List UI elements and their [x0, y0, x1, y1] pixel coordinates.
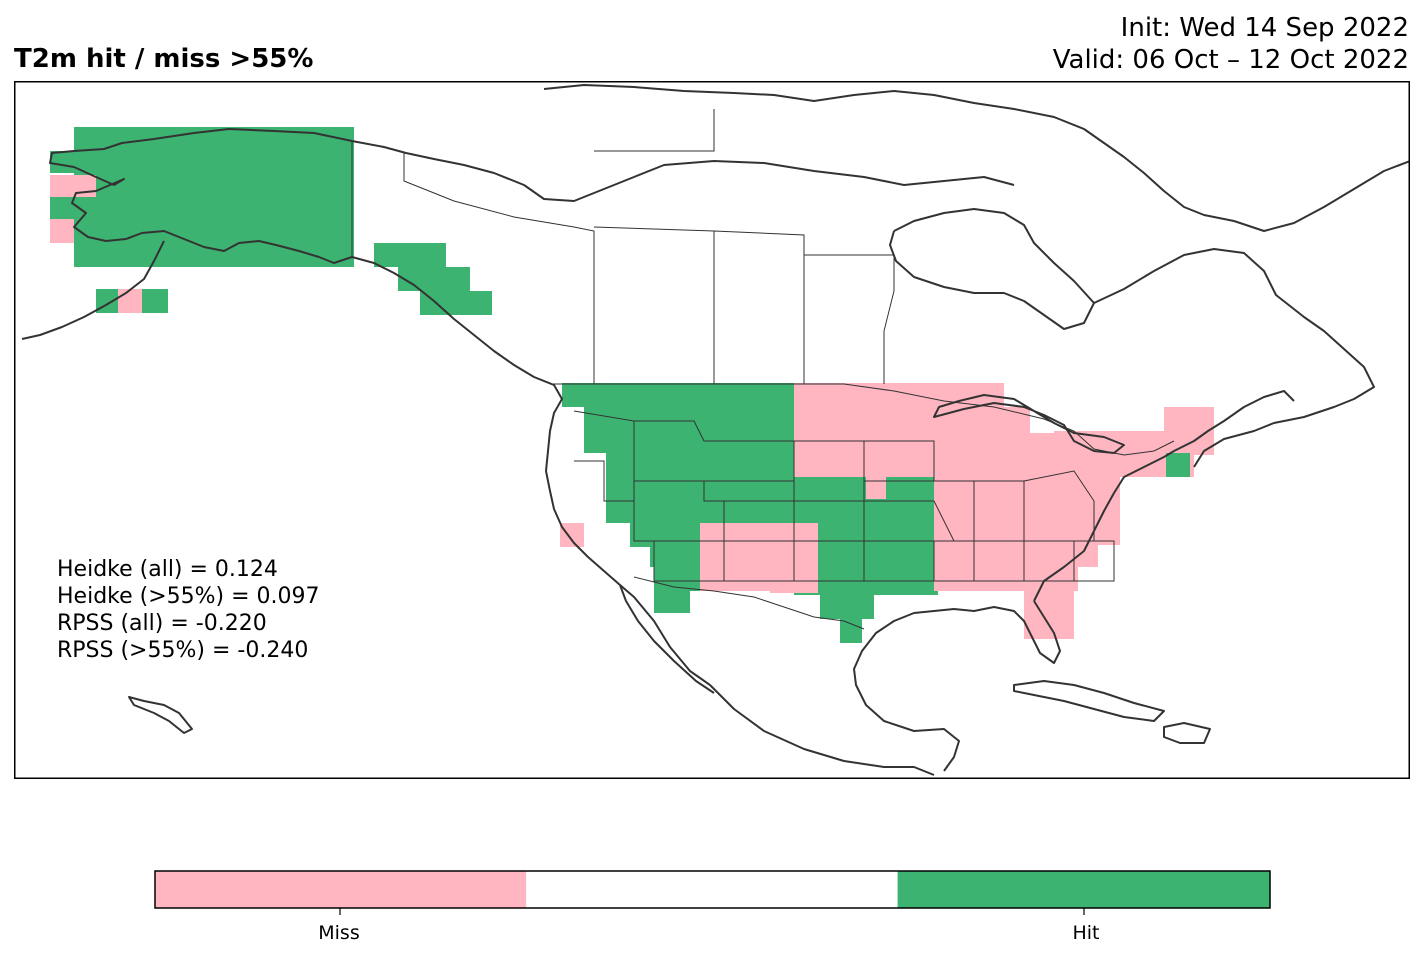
init-date: Init: Wed 14 Sep 2022 [1120, 13, 1409, 43]
forecast-dates: Init: Wed 14 Sep 2022 Valid: 06 Oct – 12… [1053, 12, 1409, 76]
coastline-layer [21, 84, 1410, 776]
border-us-canada [552, 383, 1175, 456]
coast-gulf [853, 600, 1061, 772]
grid-cell-hit [840, 619, 862, 643]
grid-cell-miss [934, 433, 1054, 477]
coast-alaska-peninsula [21, 240, 165, 340]
coast-mexico-pacific [709, 684, 935, 776]
colorbar-hit-segment [897, 871, 1270, 908]
grid-cell-hit [50, 151, 74, 173]
colorbar-label-hit: Hit [1072, 922, 1100, 944]
grid-cell-miss [934, 545, 1098, 567]
coast-atlantic [1033, 390, 1295, 602]
rpss-all: RPSS (all) = -0.220 [57, 611, 267, 636]
grid-cells-layer [50, 127, 1214, 643]
colorbar [154, 870, 1271, 915]
map-title: T2m hit / miss >55% [14, 44, 314, 74]
grid-cell-hit [888, 523, 934, 595]
colorbar-label-miss: Miss [318, 922, 360, 944]
great-lakes [933, 394, 1125, 454]
grid-cell-miss [50, 219, 74, 243]
grid-cell-miss [794, 383, 1004, 407]
grid-cell-hit [1166, 453, 1190, 477]
grid-cell-hit [820, 595, 874, 619]
coast-hudson-bay [889, 208, 1095, 330]
colorbar-frame [154, 870, 1271, 909]
grid-cell-miss [1164, 407, 1214, 455]
coast-cuba [1013, 680, 1165, 722]
heidke-above-55: Heidke (>55%) = 0.097 [57, 584, 320, 609]
grid-cell-miss [934, 477, 1120, 521]
grid-cell-miss [794, 523, 818, 569]
skill-scores: Heidke (all) = 0.124 Heidke (>55%) = 0.0… [57, 556, 320, 664]
heidke-all: Heidke (all) = 0.124 [57, 557, 278, 582]
grid-cell-miss [118, 289, 142, 313]
grid-cell-hit [606, 453, 794, 499]
colorbar-miss-segment [155, 871, 527, 908]
coast-hispaniola [1163, 722, 1211, 744]
state-lines [573, 410, 1115, 582]
colorbar-neutral-segment [526, 871, 898, 908]
grid-cell-hit [584, 407, 794, 453]
valid-period: Valid: 06 Oct – 12 Oct 2022 [1052, 45, 1409, 75]
grid-cell-miss [560, 523, 584, 547]
borders-layer [351, 109, 1175, 630]
grid-cell-hit [398, 267, 470, 291]
rpss-above-55: RPSS (>55%) = -0.240 [57, 638, 309, 663]
coast-arctic [351, 140, 1015, 202]
grid-cell-miss [934, 567, 1078, 591]
grid-cell-miss [50, 175, 96, 197]
coast-baja [619, 584, 715, 694]
grid-cell-hit [562, 383, 794, 407]
map-frame [14, 81, 1410, 779]
coast-hawaii [128, 696, 193, 734]
coast-pacific-northwest [351, 256, 711, 686]
hit-miss-map [14, 81, 1410, 779]
grid-cell-hit [420, 291, 492, 315]
grid-cell-hit [374, 243, 446, 267]
grid-cell-hit [606, 499, 794, 523]
grid-cell-hit [74, 127, 354, 267]
grid-cell-hit [50, 197, 74, 219]
grid-cell-miss [866, 477, 886, 499]
coast-labrador [1093, 248, 1375, 468]
border-us-mexico [633, 576, 865, 630]
coast-alaska [49, 128, 353, 264]
coast-arctic-islands [543, 84, 1410, 232]
province-lines [403, 109, 895, 384]
grid-cell-miss [1024, 591, 1074, 639]
grid-cell-hit [654, 591, 690, 613]
